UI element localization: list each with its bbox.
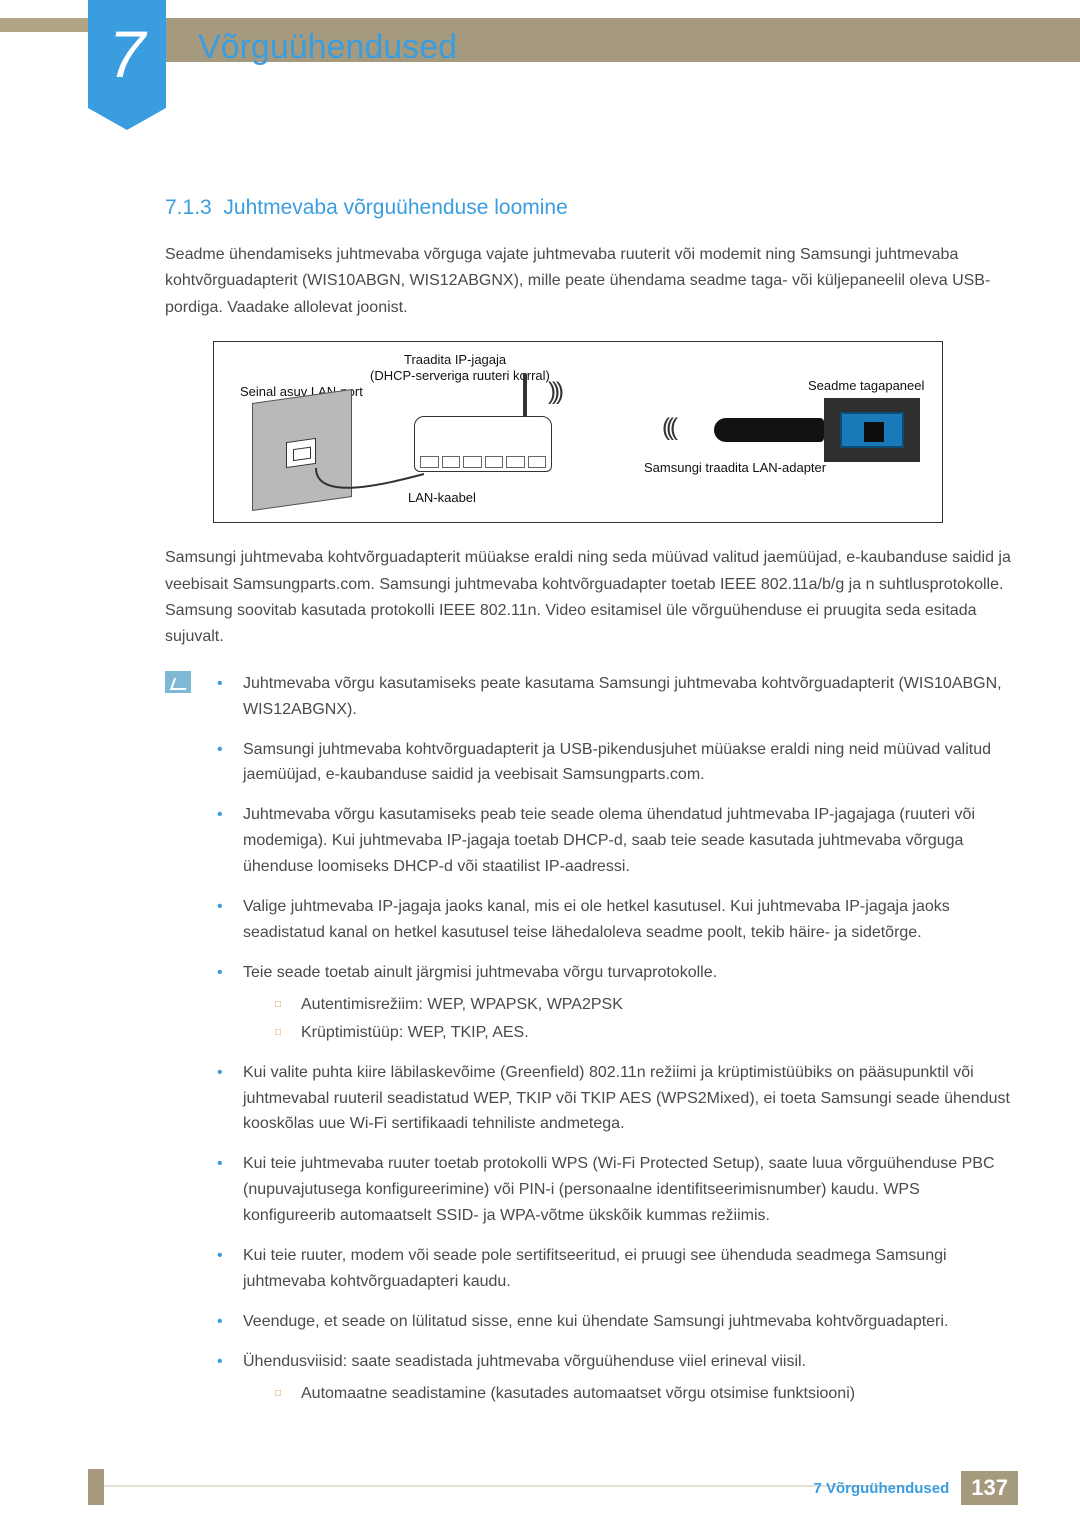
sub-text: Krüptimistüüp: WEP, TKIP, AES. [301, 1024, 529, 1041]
section-number: 7.1.3 [165, 196, 212, 219]
list-item: Valige juhtmevaba IP-jagaja jaoks kanal,… [217, 894, 1012, 946]
sub-list: Autentimisrežiim: WEP, WPAPSK, WPA2PSK K… [243, 992, 1012, 1046]
note-text: Valige juhtmevaba IP-jagaja jaoks kanal,… [243, 898, 950, 941]
intro-paragraph: Seadme ühendamiseks juhtmevaba võrguga v… [165, 242, 1012, 321]
diagram-router-label-1: Traadita IP-jagaja [404, 352, 506, 367]
list-item: Krüptimistüüp: WEP, TKIP, AES. [275, 1020, 1012, 1046]
list-item: Kui teie juhtmevaba ruuter toetab protok… [217, 1151, 1012, 1229]
note-icon [165, 671, 191, 693]
chapter-number: 7 [109, 16, 146, 92]
note-text: Juhtmevaba võrgu kasutamiseks peab teie … [243, 806, 975, 875]
diagram-back-panel [824, 398, 920, 462]
list-item: Teie seade toetab ainult järgmisi juhtme… [217, 960, 1012, 1046]
diagram-adapter-label: Samsungi traadita LAN-adapter [644, 460, 826, 475]
notes-list: Juhtmevaba võrgu kasutamiseks peate kasu… [167, 671, 1012, 1421]
note-text: Kui valite puhta kiire läbilaskevõime (G… [243, 1064, 1010, 1133]
note-text: Teie seade toetab ainult järgmisi juhtme… [243, 964, 717, 981]
note-text: Samsungi juhtmevaba kohtvõrguadapterit j… [243, 741, 991, 784]
note-text: Veenduge, et seade on lülitatud sisse, e… [243, 1313, 948, 1330]
section-title: Juhtmevaba võrguühenduse loomine [223, 196, 567, 219]
footer-left-stripe [88, 1469, 104, 1505]
sub-text: Automaatne seadistamine (kasutades autom… [301, 1385, 855, 1402]
list-item: Veenduge, et seade on lülitatud sisse, e… [217, 1309, 1012, 1335]
diagram-waves-out-icon: ))) [548, 378, 560, 406]
notes-block: Juhtmevaba võrgu kasutamiseks peate kasu… [165, 671, 1012, 1421]
diagram-router-ports [420, 456, 546, 468]
note-text: Kui teie ruuter, modem või seade pole se… [243, 1247, 947, 1290]
sub-text: Autentimisrežiim: WEP, WPAPSK, WPA2PSK [301, 996, 623, 1013]
footer-divider [88, 1485, 912, 1487]
footer-page-number: 137 [961, 1471, 1018, 1505]
section-heading: 7.1.3 Juhtmevaba võrguühenduse loomine [165, 196, 1012, 220]
list-item: Kui teie ruuter, modem või seade pole se… [217, 1243, 1012, 1295]
list-item: Kui valite puhta kiire läbilaskevõime (G… [217, 1060, 1012, 1138]
note-text: Juhtmevaba võrgu kasutamiseks peate kasu… [243, 675, 1002, 718]
page-footer: 7 Võrguühendused 137 [813, 1471, 1018, 1505]
list-item: Juhtmevaba võrgu kasutamiseks peab teie … [217, 802, 1012, 880]
list-item: Autentimisrežiim: WEP, WPAPSK, WPA2PSK [275, 992, 1012, 1018]
note-text: Ühendusviisid: saate seadistada juhtmeva… [243, 1353, 806, 1370]
wireless-diagram: Traadita IP-jagaja (DHCP-serveriga ruute… [213, 341, 943, 523]
footer-chapter-ref: 7 Võrguühendused [813, 1480, 949, 1497]
diagram-waves-in-icon: ))) [666, 414, 678, 442]
list-item: Juhtmevaba võrgu kasutamiseks peate kasu… [217, 671, 1012, 723]
diagram-panel-label: Seadme tagapaneel [808, 378, 924, 393]
chapter-number-badge: 7 [88, 0, 166, 108]
chapter-title: Võrguühendused [198, 28, 457, 67]
note-text: Kui teie juhtmevaba ruuter toetab protok… [243, 1155, 995, 1224]
paragraph-2: Samsungi juhtmevaba kohtvõrguadapterit m… [165, 545, 1012, 651]
header-band-left [0, 18, 88, 32]
page-content: 7.1.3 Juhtmevaba võrguühenduse loomine S… [165, 196, 1012, 1421]
list-item: Samsungi juhtmevaba kohtvõrguadapterit j… [217, 737, 1012, 789]
diagram-lan-cable [306, 462, 426, 512]
list-item: Automaatne seadistamine (kasutades autom… [275, 1381, 1012, 1407]
sub-list: Automaatne seadistamine (kasutades autom… [243, 1381, 1012, 1407]
list-item: Ühendusviisid: saate seadistada juhtmeva… [217, 1349, 1012, 1407]
